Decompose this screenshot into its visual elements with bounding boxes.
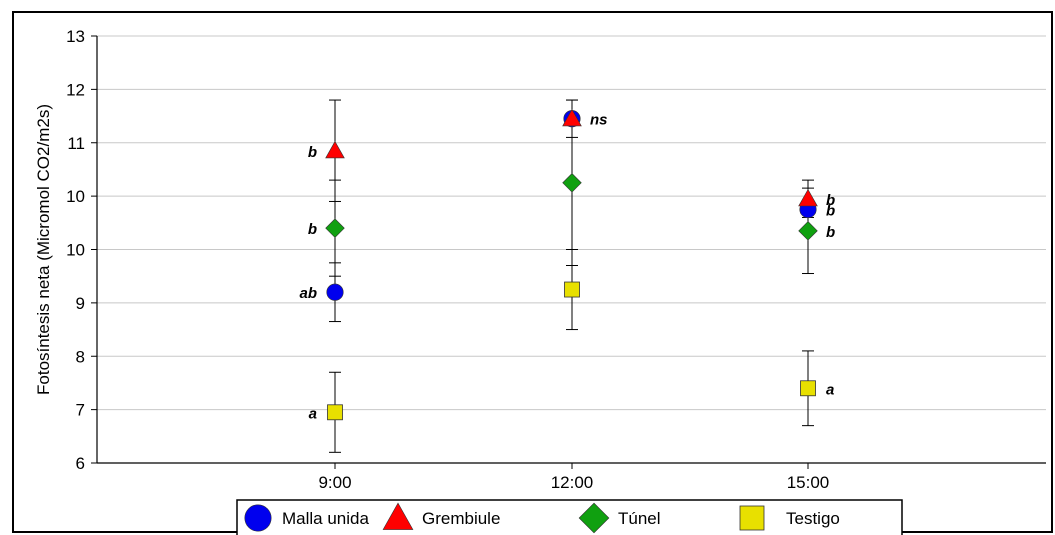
legend-label: Malla unida [282,509,369,528]
data-point [327,404,343,421]
x-tick-label: 15:00 [787,473,830,492]
legend-item: Malla unida [244,504,369,532]
significance-label: b [826,202,835,219]
data-point [798,188,818,207]
data-point [564,281,580,298]
data-point [325,218,345,238]
legend-label: Grembiule [422,509,500,528]
data-point [800,380,816,397]
y-tick-label: 8 [76,347,85,366]
significance-label: b [308,144,317,161]
legend-label: Túnel [618,509,661,528]
y-tick-label: 7 [76,401,85,420]
series-triangle [325,108,818,207]
significance-label: b [826,224,835,241]
chart-frame [12,11,1053,533]
significance-label: b [826,192,835,209]
y-tick-label: 6 [76,454,85,473]
data-point [562,173,582,193]
legend-item: Grembiule [382,502,500,530]
y-axis-title: Fotosíntesis neta (Micromol CO2/m2s) [34,104,53,395]
legend-marker-square [739,505,765,531]
y-tick-label: 11 [67,134,85,153]
x-tick-label: 12:00 [551,473,594,492]
y-tick-label: 10 [66,241,85,260]
significance-label: ns [590,112,608,129]
y-tick-label: 10 [66,187,85,206]
legend-marker-diamond [578,502,610,534]
legend-item: Túnel [578,502,661,534]
legend-label: Testigo [786,509,840,528]
y-tick-label: 13 [66,27,85,46]
significance-label: b [308,221,317,238]
y-tick-label: 12 [66,80,85,99]
legend-marker-triangle [382,502,414,530]
legend-box [236,499,903,535]
data-point [562,108,582,127]
significance-label: a [309,405,317,422]
y-tick-label: 9 [76,294,85,313]
data-point [326,283,344,301]
series-diamond [325,173,818,241]
significance-label: a [826,381,834,398]
legend-item: Testigo [739,505,840,531]
data-point [325,140,345,159]
x-tick-label: 9:00 [318,473,351,492]
series-square [327,281,816,421]
legend-marker-circle [244,504,272,532]
error-bars-square [329,249,814,453]
significance-label: ab [299,285,317,302]
legend: Malla unida Grembiule Túnel Testigo [236,499,903,535]
data-point [798,221,818,241]
